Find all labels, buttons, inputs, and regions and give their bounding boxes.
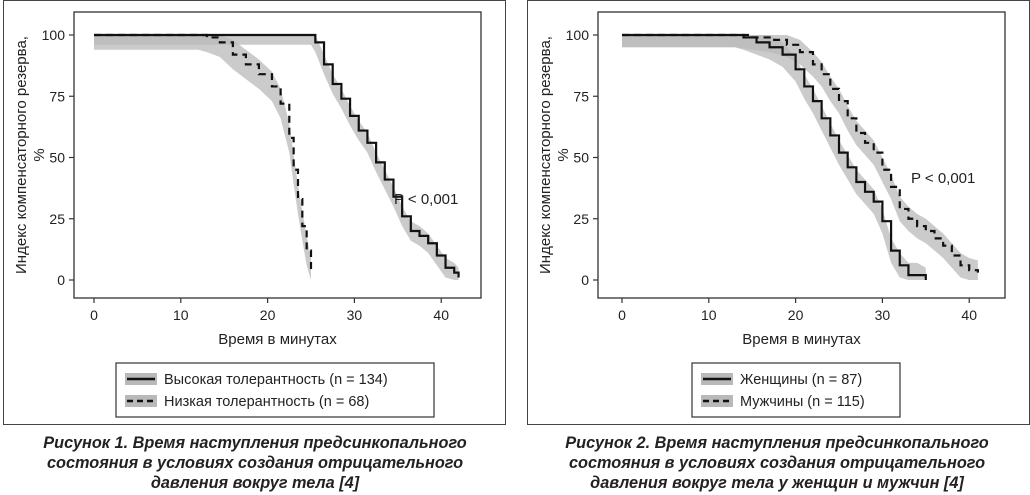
p-value-annotation: P < 0,001	[394, 191, 458, 208]
p-value-annotation: P < 0,001	[911, 170, 975, 187]
series-line	[622, 33, 979, 273]
legend-box	[691, 362, 901, 418]
chart-panel-1: 0 25 50 75 100 0 10 20 30 40 Время в минутах Индекс…	[3, 0, 506, 425]
y-axis-label-line: %	[31, 148, 48, 161]
figure-caption-1: Рисунок 1. Время наступления предсинкопа…	[0, 433, 510, 493]
x-tick-label: 10	[173, 307, 189, 323]
x-tick-label: 20	[260, 307, 276, 323]
caption-line: Рисунок 2. Время наступления предсинкопа…	[565, 434, 989, 452]
y-axis-label-line: Индекс компенсаторного резерва,	[13, 36, 30, 274]
x-tick-label: 30	[875, 307, 891, 323]
caption-line: состояния в условиях создания отрицатель…	[568, 454, 986, 472]
y-tick-label: 25	[573, 211, 589, 227]
legend-label: Мужчины (n = 115)	[740, 394, 865, 410]
series-line	[94, 33, 313, 273]
chart-svg-1: 0 25 50 75 100 0 10 20 30 40 Время в минутах Индекс…	[13, 11, 482, 418]
legend-label: Женщины (n = 87)	[740, 372, 862, 388]
y-tick-label: 50	[49, 150, 65, 166]
series-line	[94, 33, 460, 278]
x-tick-label: 30	[347, 307, 363, 323]
y-axis-label: Индекс компенсаторного резерва,%	[13, 36, 48, 274]
caption-line: давления вокруг тела у женщин и мужчин […	[590, 474, 964, 492]
legend-box	[115, 362, 435, 418]
x-tick-label: 0	[90, 307, 98, 323]
caption-line: Рисунок 1. Время наступления предсинкопа…	[43, 434, 467, 452]
legend-label: Низкая толерантность (n = 68)	[164, 394, 369, 410]
y-axis-label-line: %	[555, 148, 572, 161]
y-tick-label: 0	[57, 272, 65, 288]
x-tick-label: 20	[788, 307, 804, 323]
y-axis-label: Индекс компенсаторного резерва,%	[537, 36, 572, 274]
x-tick-label: 40	[961, 307, 977, 323]
x-tick-label: 0	[618, 307, 626, 323]
y-tick-label: 100	[566, 27, 590, 43]
chart-svg-2: 0 25 50 75 100 0 10 20 30 40 Время в минутах Индекс…	[537, 11, 1006, 418]
x-axis-label: Время в минутах	[742, 331, 861, 348]
y-tick-label: 75	[573, 88, 589, 104]
x-tick-label: 40	[433, 307, 449, 323]
legend-label: Высокая толерантность (n = 134)	[164, 372, 388, 388]
y-tick-label: 25	[49, 211, 65, 227]
confidence-band	[622, 35, 926, 280]
plot-area	[73, 11, 482, 299]
caption-line: состояния в условиях создания отрицатель…	[46, 454, 464, 472]
figure-caption-2: Рисунок 2. Время наступления предсинкопа…	[522, 433, 1030, 493]
y-tick-label: 0	[581, 272, 589, 288]
caption-line: давления вокруг тела [4]	[150, 474, 360, 492]
y-tick-label: 75	[49, 88, 65, 104]
confidence-band	[622, 35, 978, 280]
y-tick-label: 50	[573, 150, 589, 166]
x-axis-label: Время в минутах	[218, 331, 337, 348]
x-tick-label: 10	[701, 307, 717, 323]
chart-panel-2: 0 25 50 75 100 0 10 20 30 40 Время в минутах Индекс…	[527, 0, 1030, 425]
y-axis-label-line: Индекс компенсаторного резерва,	[537, 36, 554, 274]
series-line	[622, 33, 927, 280]
y-tick-label: 100	[42, 27, 66, 43]
